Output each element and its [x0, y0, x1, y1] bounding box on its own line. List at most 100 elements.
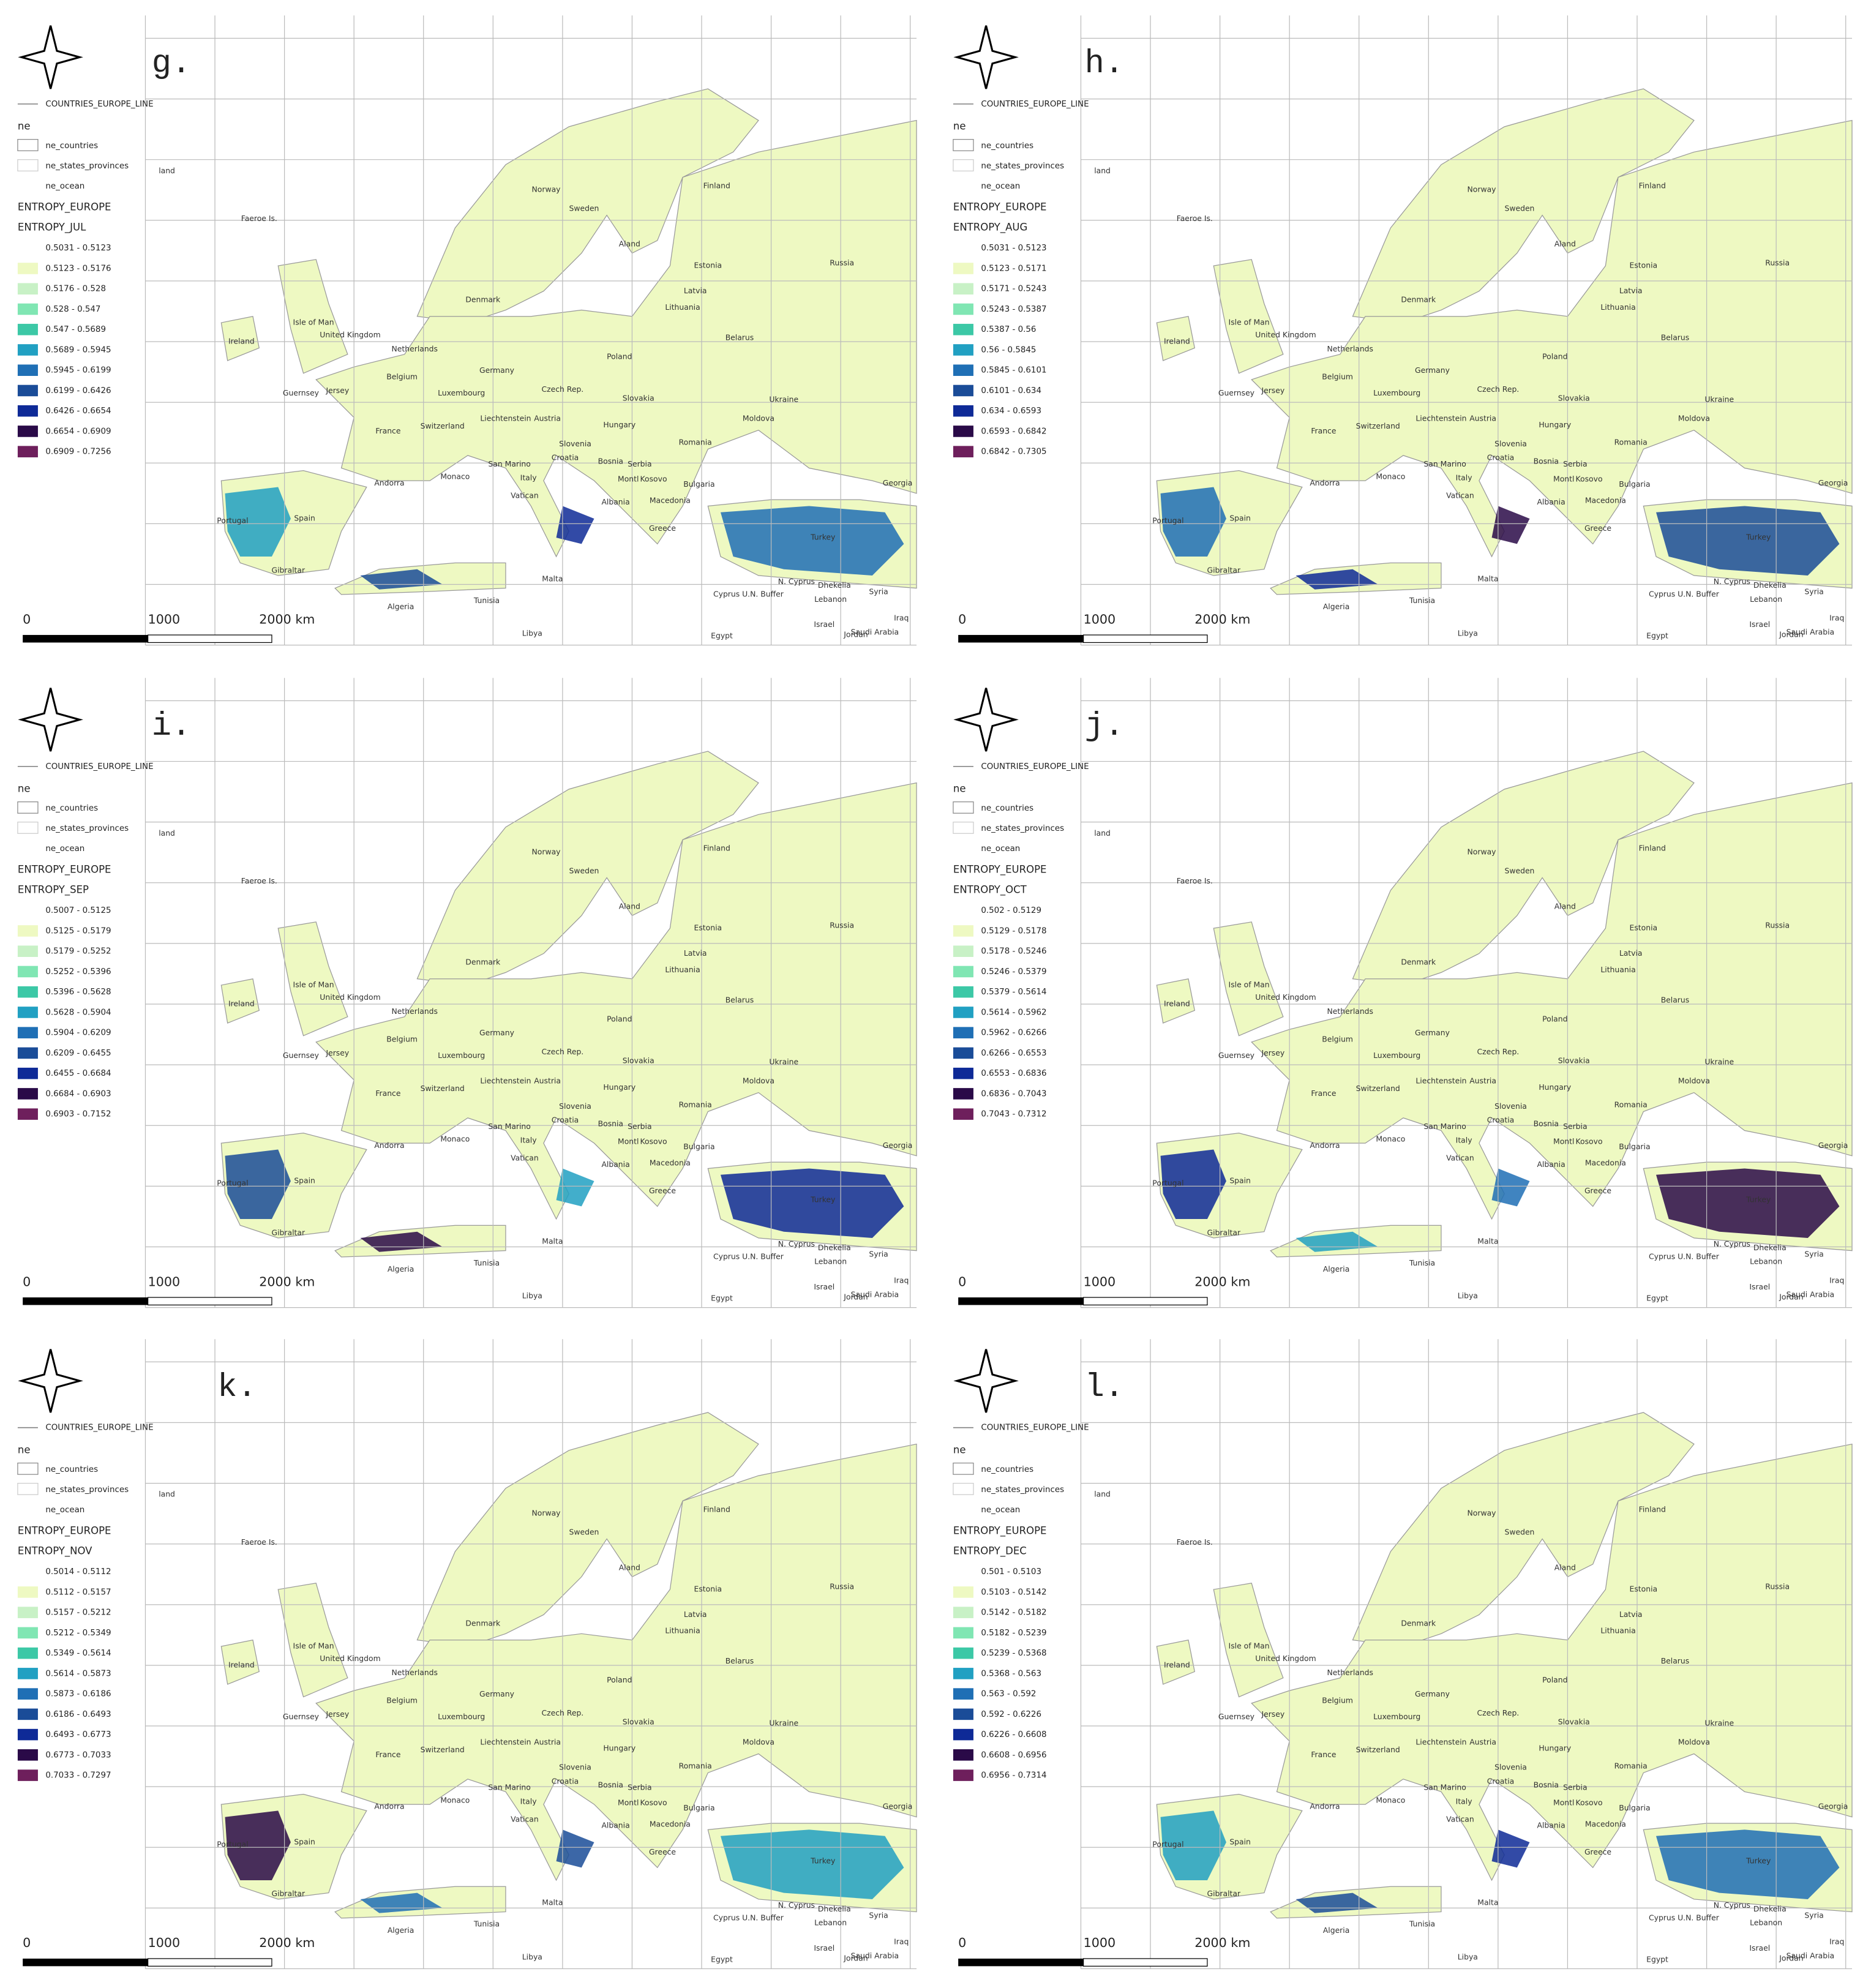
map-panel: land Norway Sweden Finland Faeroe Is. Aland Es…	[17, 1339, 917, 1970]
legend-swatch	[953, 364, 973, 376]
place-label: Libya	[522, 1952, 542, 1961]
place-label: Spain	[1229, 1177, 1251, 1185]
place-label: Syria	[869, 587, 888, 596]
place-label: Georgia	[883, 479, 913, 487]
place-label: Hungary	[1539, 1744, 1571, 1753]
place-label: Vatican	[1446, 1153, 1474, 1162]
legend-box	[953, 1482, 974, 1495]
place-label: Lebanon	[814, 1919, 847, 1927]
legend-class: 0.6455 - 0.6684	[45, 1069, 111, 1078]
place-label: Ireland	[228, 1660, 255, 1669]
scale-bar-label: 2000 km	[1194, 1274, 1250, 1289]
place-label: United Kingdom	[320, 331, 380, 339]
place-label: Macedonia	[650, 1820, 691, 1829]
legend-swatch	[17, 426, 38, 437]
place-label: Italy	[1456, 1797, 1472, 1806]
place-label: Estonia	[1630, 1585, 1658, 1594]
place-label: Dhekelia	[818, 1243, 851, 1252]
legend-swatch	[17, 384, 38, 397]
place-label: Saudi Arabia	[851, 1290, 899, 1299]
place-label: Cyprus U.N. Buffer	[713, 1252, 784, 1261]
place-label: Belgium	[386, 372, 418, 381]
scale-bar-label: 1000	[148, 1935, 180, 1950]
legend-swatch	[17, 1647, 38, 1659]
legend-layer: ne_countries	[981, 1465, 1033, 1474]
place-label: Italy	[520, 1797, 537, 1806]
place-label: Belgium	[1322, 1035, 1353, 1043]
place-label: Tunisia	[1409, 1920, 1435, 1929]
legend-layer: ENTROPY_DEC	[953, 1545, 1027, 1558]
legend-swatch	[953, 1769, 973, 1781]
place-label: Bulgaria	[1619, 1804, 1650, 1812]
legend-swatch	[17, 1627, 38, 1639]
legend-layer: COUNTRIES_EUROPE_LINE	[981, 1423, 1089, 1433]
place-label: Kosovo	[1576, 1799, 1603, 1807]
place-label: France	[375, 1089, 400, 1098]
place-label: Belgium	[1322, 1696, 1353, 1705]
place-label: Macedonia	[1585, 497, 1626, 505]
place-label: Moldova	[1678, 1076, 1710, 1085]
legend-class: 0.5246 - 0.5379	[981, 967, 1046, 977]
place-label: Slovenia	[559, 1763, 591, 1772]
legend-layer: ne_states_provinces	[981, 824, 1064, 833]
legend-layer: ne_countries	[45, 141, 98, 151]
place-label: Albania	[601, 1160, 629, 1169]
place-label: Guernsey	[283, 389, 319, 397]
legend-layer: ne_countries	[45, 804, 98, 813]
panel-letter: l.	[1085, 1369, 1124, 1406]
legend-class: 0.5182 - 0.5239	[981, 1629, 1046, 1638]
place-label: Isle of Man	[1229, 1641, 1270, 1650]
place-label: Russia	[1765, 1582, 1790, 1591]
legend-class: 0.6266 - 0.6553	[981, 1049, 1046, 1058]
place-label: Faeroe Is.	[1177, 214, 1213, 223]
place-label: Belgium	[386, 1035, 418, 1043]
legend-class: 0.563 - 0.592	[981, 1690, 1036, 1699]
place-label: United Kingdom	[320, 993, 380, 1002]
place-label: France	[375, 427, 400, 435]
place-label: Jordan	[1779, 1293, 1803, 1302]
place-label: Monaco	[440, 472, 470, 481]
legend-class: 0.547 - 0.5689	[45, 325, 106, 334]
place-label: Bosnia	[598, 1781, 623, 1790]
place-label: Ukraine	[769, 1719, 798, 1727]
place-label: Dhekelia	[1753, 1243, 1787, 1252]
place-label: Latvia	[684, 949, 707, 958]
place-label: N. Cyprus	[778, 1901, 815, 1910]
place-label: Macedonia	[650, 497, 691, 505]
place-label: Jordan	[1779, 631, 1803, 639]
place-label: Vatican	[511, 491, 539, 500]
place-label: Vatican	[1446, 491, 1474, 500]
place-label: Slovenia	[559, 1102, 591, 1111]
place-label: Bulgaria	[683, 1804, 714, 1812]
legend-class: 0.5178 - 0.5246	[981, 947, 1046, 956]
high-entropy-area	[556, 506, 594, 544]
legend-class: 0.5031 - 0.5123	[45, 244, 111, 253]
place-label: Slovakia	[1558, 394, 1590, 402]
north-arrow	[953, 688, 1019, 752]
place-label: land	[1094, 1490, 1111, 1499]
scale-bar-label: 1000	[148, 1274, 180, 1289]
place-label: Romania	[679, 1101, 712, 1109]
place-label: Bosnia	[598, 1120, 623, 1128]
place-label: Guernsey	[283, 1051, 319, 1060]
place-label: Hungary	[603, 1744, 636, 1753]
place-label: Georgia	[1818, 1802, 1848, 1811]
place-label: Dhekelia	[818, 581, 851, 590]
legend-box	[953, 1462, 974, 1475]
legend-layer: ne_ocean	[45, 844, 84, 853]
legend-class: 0.6426 - 0.6654	[45, 407, 111, 416]
place-label: Portugal	[217, 1179, 248, 1188]
place-label: Netherlands	[392, 1007, 438, 1016]
place-label: Malta	[542, 1237, 563, 1246]
place-label: Liechtenstein	[480, 1076, 531, 1085]
land	[1156, 316, 1196, 361]
scale-bar-label: 0	[23, 612, 31, 626]
legend-swatch	[953, 323, 973, 336]
place-label: Georgia	[883, 1802, 913, 1811]
place-label: Bulgaria	[1619, 1142, 1650, 1151]
place-label: Romania	[1614, 1762, 1648, 1771]
legend-class: 0.5614 - 0.5873	[45, 1669, 111, 1678]
place-label: Bosnia	[1534, 1781, 1559, 1790]
